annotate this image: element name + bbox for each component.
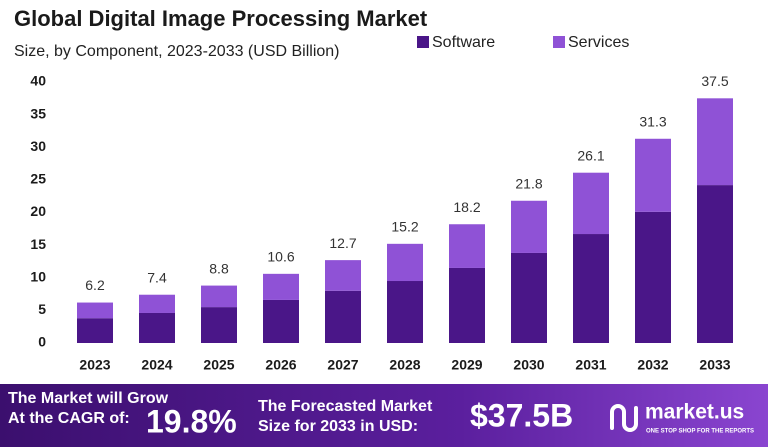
y-tick-label: 40 bbox=[30, 73, 46, 89]
cagr-value: 19.8% bbox=[146, 403, 237, 439]
bar-segment bbox=[697, 185, 733, 343]
x-tick-label: 2025 bbox=[203, 357, 234, 373]
brand: market.us bbox=[645, 401, 744, 424]
y-tick-label: 15 bbox=[30, 236, 46, 252]
x-tick-label: 2030 bbox=[513, 357, 544, 373]
legend-swatch bbox=[553, 36, 565, 48]
y-tick-label: 30 bbox=[30, 138, 46, 154]
bar-segment bbox=[697, 98, 733, 186]
legend-label: Services bbox=[568, 34, 629, 51]
bar-segment bbox=[573, 234, 609, 343]
x-tick-label: 2024 bbox=[141, 357, 172, 373]
x-tick-label: 2028 bbox=[389, 357, 420, 373]
x-tick-label: 2032 bbox=[637, 357, 668, 373]
forecast-text: The Forecasted Market bbox=[258, 398, 433, 415]
total-label: 12.7 bbox=[329, 235, 356, 251]
bar-segment bbox=[77, 318, 113, 343]
y-tick-label: 25 bbox=[30, 171, 46, 187]
legend-label: Software bbox=[432, 34, 495, 51]
y-tick-label: 0 bbox=[38, 334, 46, 350]
bar-segment bbox=[77, 302, 113, 319]
logo-icon bbox=[610, 404, 638, 432]
x-tick-label: 2026 bbox=[265, 357, 296, 373]
bar-segment bbox=[139, 294, 175, 313]
legend-swatch bbox=[417, 36, 429, 48]
total-label: 8.8 bbox=[209, 260, 229, 276]
bar-segment bbox=[387, 243, 423, 282]
bar-segment bbox=[263, 299, 299, 343]
y-tick-label: 5 bbox=[38, 301, 46, 317]
x-tick-label: 2029 bbox=[451, 357, 482, 373]
total-label: 26.1 bbox=[577, 147, 604, 163]
bar-segment bbox=[387, 281, 423, 343]
bar-segment bbox=[635, 138, 671, 212]
total-label: 37.5 bbox=[701, 73, 728, 89]
total-label: 31.3 bbox=[639, 113, 666, 129]
bar-segment bbox=[511, 200, 547, 253]
bar-segment bbox=[449, 224, 485, 268]
total-label: 18.2 bbox=[453, 199, 480, 215]
cagr-text: At the CAGR of: bbox=[8, 410, 130, 427]
bar-segment bbox=[201, 285, 237, 308]
chart-title: Global Digital Image Processing Market bbox=[14, 6, 428, 31]
total-label: 21.8 bbox=[515, 175, 542, 191]
bar-segment bbox=[139, 312, 175, 343]
bar-segment bbox=[325, 260, 361, 291]
bar-segment bbox=[263, 273, 299, 300]
chart-subtitle: Size, by Component, 2023-2033 (USD Billi… bbox=[14, 43, 340, 60]
total-label: 15.2 bbox=[391, 219, 418, 235]
y-tick-label: 35 bbox=[30, 105, 46, 121]
footer-banner bbox=[0, 384, 768, 447]
x-tick-label: 2023 bbox=[79, 357, 110, 373]
total-label: 6.2 bbox=[85, 277, 105, 293]
bar-segment bbox=[635, 211, 671, 343]
x-tick-label: 2033 bbox=[699, 357, 730, 373]
bar-segment bbox=[573, 172, 609, 235]
y-tick-label: 10 bbox=[30, 268, 46, 284]
y-tick-label: 20 bbox=[30, 203, 46, 219]
x-tick-label: 2031 bbox=[575, 357, 606, 373]
bar-segment bbox=[511, 252, 547, 343]
cagr-text: The Market will Grow bbox=[8, 390, 169, 407]
bar-segment bbox=[449, 267, 485, 343]
forecast-text: Size for 2033 in USD: bbox=[258, 418, 418, 435]
bar-segment bbox=[325, 290, 361, 343]
x-tick-label: 2027 bbox=[327, 357, 358, 373]
total-label: 7.4 bbox=[147, 269, 167, 285]
forecast-value: $37.5B bbox=[470, 397, 573, 433]
tagline: ONE STOP SHOP FOR THE REPORTS bbox=[646, 429, 754, 435]
bar-segment bbox=[201, 307, 237, 343]
total-label: 10.6 bbox=[267, 249, 294, 265]
